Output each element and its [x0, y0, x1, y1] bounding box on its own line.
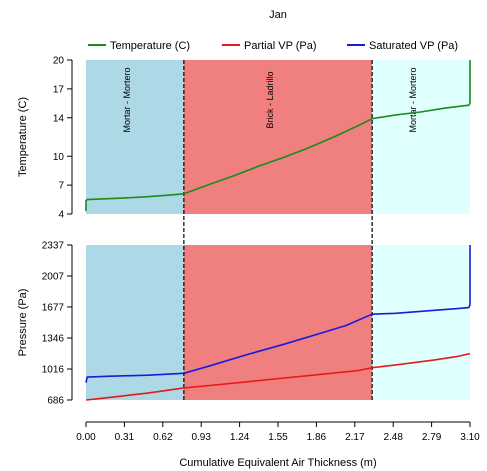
legend-label: Saturated VP (Pa) [369, 40, 458, 52]
x-tick-label: 0.62 [153, 432, 173, 443]
x-tick-label: 1.55 [268, 432, 288, 443]
y-tick-label: 2337 [42, 241, 65, 252]
x-axis-label: Cumulative Equivalent Air Thickness (m) [179, 457, 376, 469]
x-tick-label: 0.93 [191, 432, 211, 443]
layer-band [86, 60, 184, 214]
y-tick-label: 1346 [42, 334, 65, 345]
y-tick-label: 4 [58, 210, 64, 221]
x-tick-label: 1.86 [307, 432, 327, 443]
chart-title: Jan [269, 9, 287, 21]
layer-label: Mortar - Mortero [122, 67, 132, 132]
legend-label: Temperature (C) [110, 40, 190, 52]
x-axis: 0.00 0.31 0.62 0.93 1.24 1.55 1.86 2.17 2.48 2.79… [76, 421, 480, 443]
panel-2: 686 1016 1346 1677 2007 2337 Pressure (Pa) [17, 241, 471, 407]
layer-band [183, 60, 373, 214]
y-axis-label: Temperature (C) [17, 97, 29, 177]
y-tick-label: 14 [53, 113, 65, 124]
x-tick-label: 3.10 [460, 432, 480, 443]
y-tick-label: 1016 [42, 365, 65, 376]
x-tick-label: 0.31 [115, 432, 135, 443]
y-axis-label: Pressure (Pa) [17, 289, 29, 357]
x-tick-label: 0.00 [76, 432, 96, 443]
y-tick-label: 2007 [42, 271, 65, 282]
panel-1: 4 7 10 14 17 20 Temperature (C) [17, 56, 471, 221]
x-tick-label: 2.48 [383, 432, 403, 443]
series-line [85, 352, 471, 401]
y-tick-label: 17 [53, 84, 65, 95]
layer-label: Mortar - Mortero [408, 67, 418, 132]
y-tick-label: 20 [53, 56, 65, 67]
y-tick-label: 7 [58, 181, 64, 192]
y-tick-label: 1677 [42, 302, 65, 313]
series-line [85, 60, 471, 212]
layer-band [372, 60, 470, 214]
layer-band [183, 245, 373, 400]
layer-band [372, 245, 470, 400]
x-tick-label: 2.17 [345, 432, 365, 443]
x-tick-label: 1.24 [230, 432, 250, 443]
legend-label: Partial VP (Pa) [244, 40, 317, 52]
series-line [85, 245, 471, 383]
panels: 4 7 10 14 17 20 Temperature (C) 686 1016 1346 1677… [17, 56, 471, 407]
x-tick-label: 2.79 [422, 432, 442, 443]
y-tick-label: 10 [53, 152, 65, 163]
y-tick-label: 686 [47, 396, 64, 407]
legend: Temperature (C) Partial VP (Pa) Saturated … [88, 40, 458, 52]
layer-backgrounds: Mortar - Mortero Brick - Ladrillo Mortar -… [86, 60, 470, 400]
layer-label: Brick - Ladrillo [265, 71, 275, 128]
